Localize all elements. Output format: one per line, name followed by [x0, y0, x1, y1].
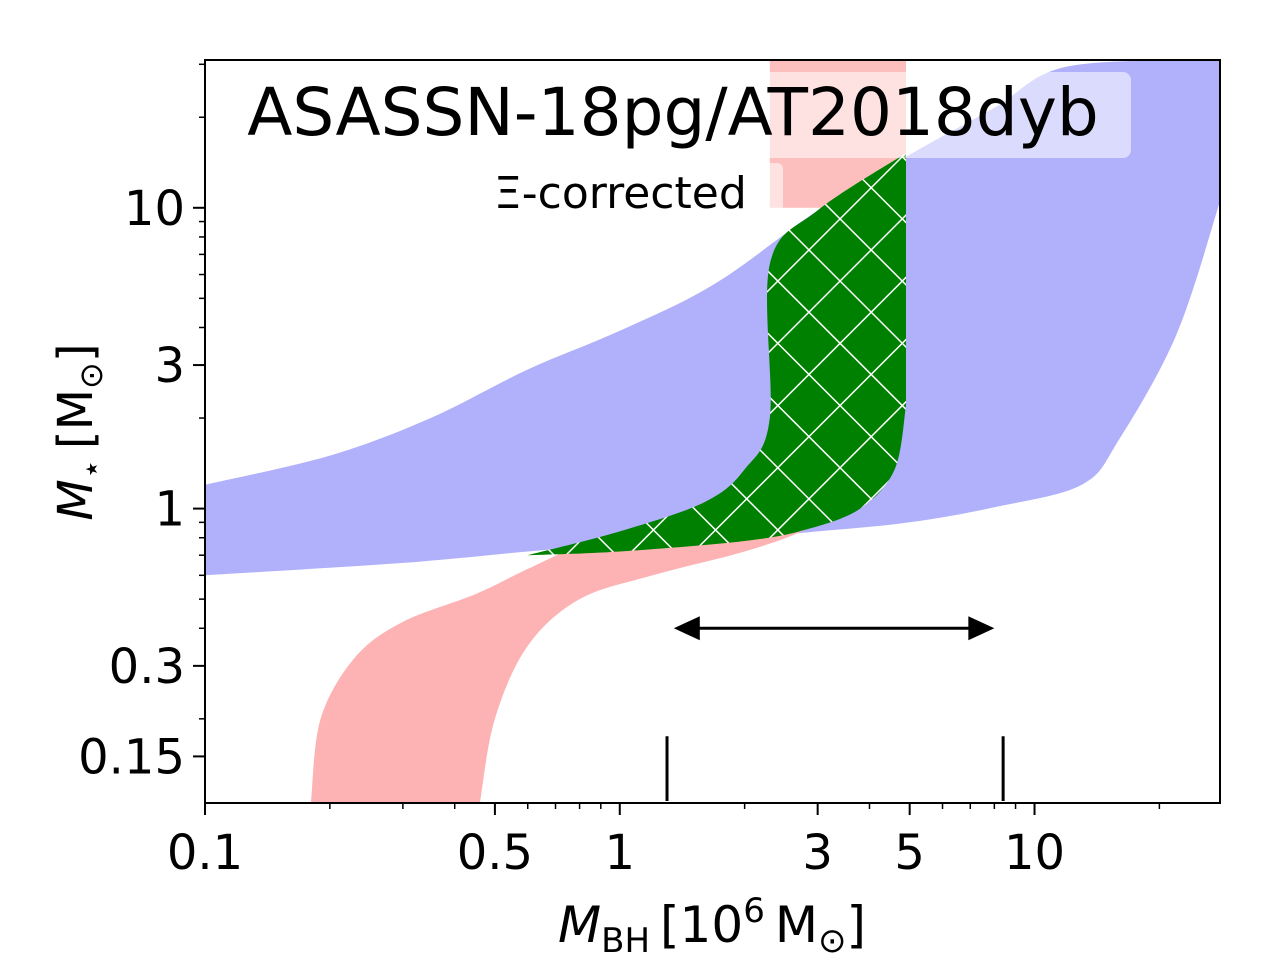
subtitle-box — [483, 163, 783, 225]
x-tick-label: 1 — [604, 825, 635, 881]
x-tick-label: 0.5 — [457, 825, 533, 881]
x-tick-label: 0.1 — [167, 825, 243, 881]
x-axis-unit-exponent: 6 — [743, 891, 765, 931]
chart-subtitle: Ξ-corrected — [494, 168, 747, 219]
x-axis-subscript: BH — [601, 921, 650, 960]
x-axis-close: ] — [846, 896, 866, 954]
y-tick-label: 0.3 — [109, 639, 185, 695]
x-axis-minor-ticks — [329, 803, 1161, 809]
x-tick-label: 3 — [802, 825, 833, 881]
x-axis-unit-prefix: [10 — [660, 896, 743, 954]
x-axis-ticks: 0.1 0.5 1 3 5 10 — [167, 803, 1065, 881]
red-band-region — [310, 502, 846, 803]
y-axis-label: M⋆ [M⊙] — [48, 343, 110, 520]
x-axis-symbol: M — [558, 896, 601, 954]
y-axis-symbol: M — [48, 479, 104, 520]
y-axis-unit-open: [M — [48, 389, 104, 449]
x-axis-unit-suffix: M — [775, 896, 818, 954]
x-axis-unit-sub: ⊙ — [818, 921, 847, 960]
y-tick-label: 1 — [154, 482, 185, 538]
y-axis-ticks: 0.15 0.3 1 3 10 — [78, 181, 205, 785]
title-box — [216, 72, 1131, 158]
x-tick-label: 10 — [1004, 825, 1065, 881]
y-axis-unit-sub: ⊙ — [72, 362, 110, 389]
range-arrow-head-left — [673, 616, 700, 641]
chart-title: ASASSN-18pg/AT2018dyb — [247, 74, 1099, 151]
y-tick-label: 0.15 — [78, 729, 185, 785]
blue-band-region — [205, 60, 1220, 576]
x-axis-label: MBH [106 M⊙] — [558, 891, 866, 960]
y-tick-label: 3 — [154, 338, 185, 394]
hatched-overlap-region — [527, 153, 906, 556]
y-axis-subscript: ⋆ — [72, 459, 110, 479]
range-arrow-head-right — [968, 616, 995, 641]
y-axis-minor-ticks — [199, 63, 205, 720]
y-tick-label: 10 — [124, 181, 185, 237]
y-axis-close: ] — [48, 343, 104, 362]
axes-frame — [204, 59, 1221, 804]
x-tick-label: 5 — [894, 825, 925, 881]
